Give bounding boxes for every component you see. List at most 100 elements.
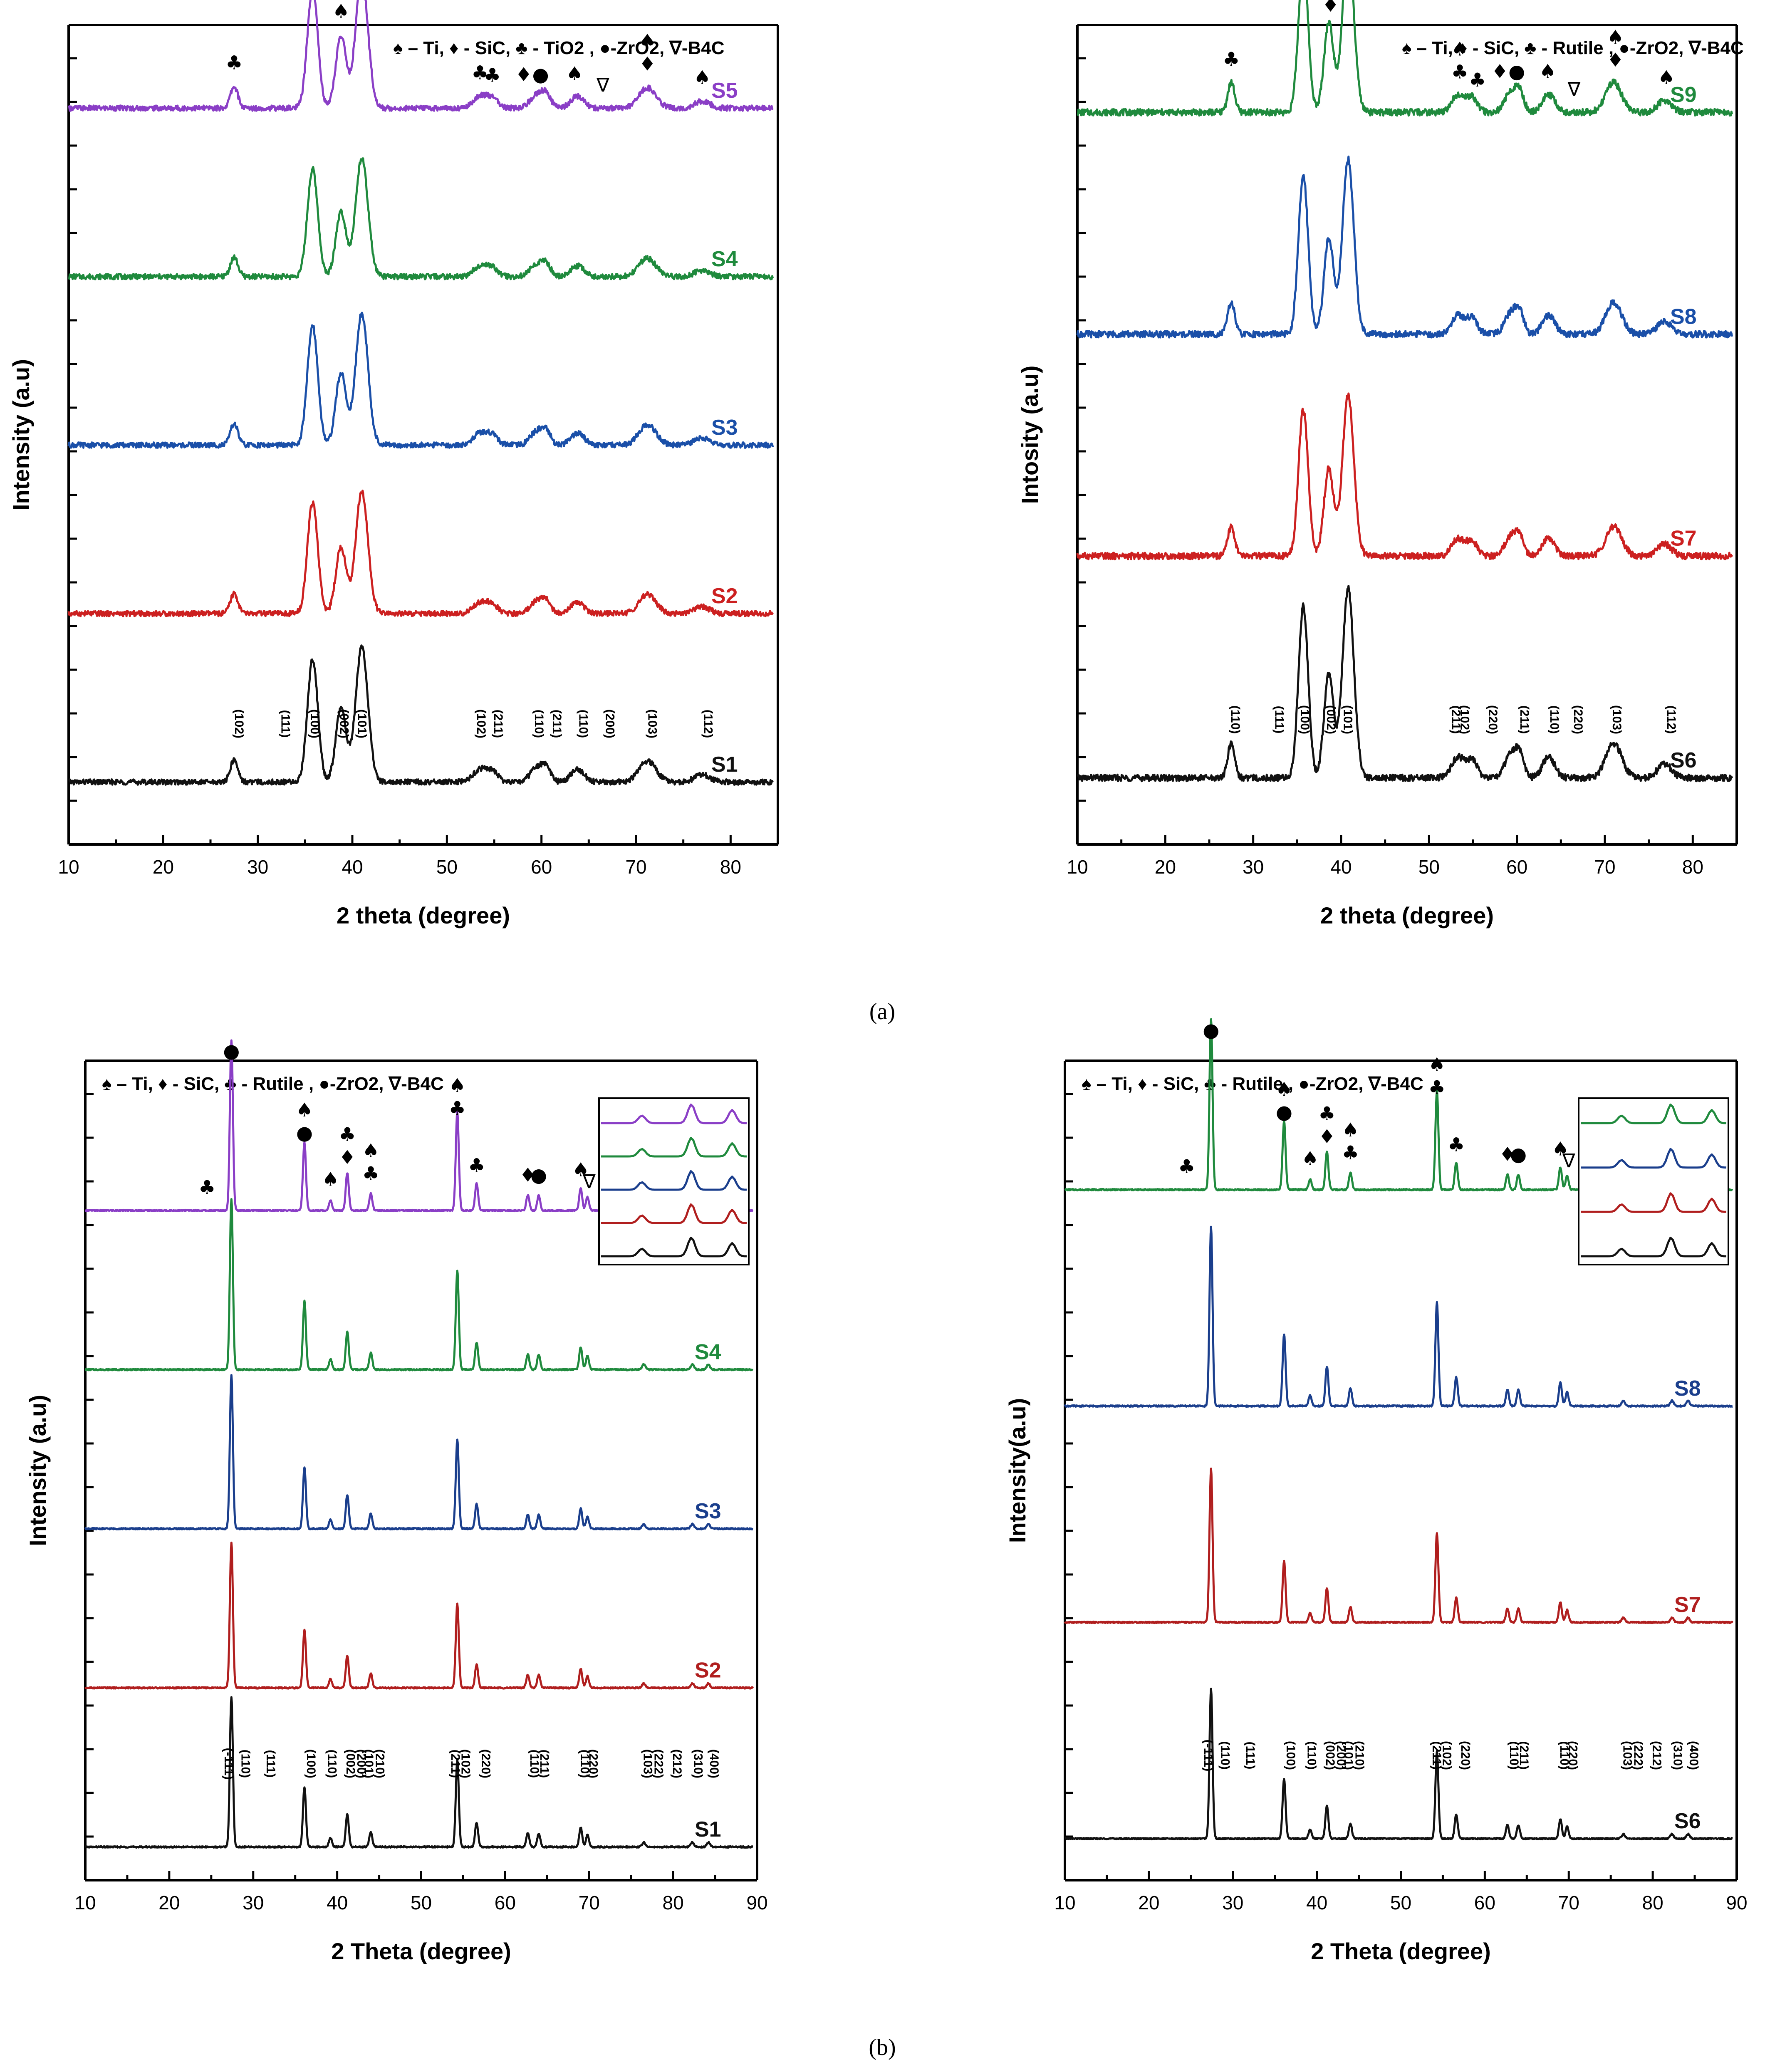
hkl-label: (310) [691, 1749, 705, 1778]
hkl-label: (100) [304, 1749, 318, 1778]
x-tick-label: 90 [1726, 1892, 1747, 1914]
phase-marker: ♦ [1318, 1125, 1335, 1148]
x-tick-label: 40 [342, 856, 363, 878]
phase-marker: ♠ [1275, 1078, 1292, 1100]
phase-marker: ♠ [362, 1139, 379, 1162]
x-tick-label: 50 [1418, 856, 1440, 878]
hkl-label: (112) [1664, 706, 1678, 734]
x-tick-label: 10 [58, 856, 79, 878]
hkl-label: (211) [537, 1750, 551, 1778]
series-line-s1 [84, 1696, 754, 1849]
x-tick-label: 10 [74, 1892, 96, 1914]
hkl-label: (102) [1458, 705, 1471, 734]
x-tick-label: 60 [1474, 1892, 1495, 1914]
phase-marker: ● [296, 1121, 313, 1144]
hkl-label: (210) [373, 1749, 386, 1778]
phase-marker: ∇ [1562, 1149, 1575, 1172]
hkl-label: (110) [1305, 1741, 1318, 1770]
chart-a-right: 10 20 30 40 50 60 70 80 2 theta (degree) Intosity… [1017, 0, 1744, 928]
hkl-label: (211) [550, 710, 564, 738]
y-axis-title: Intensity(a.u) [1004, 1398, 1030, 1543]
series-line-s7 [1064, 1468, 1734, 1624]
x-tick-label: 70 [1594, 856, 1615, 878]
phase-marker: ♣ [1428, 1076, 1446, 1099]
series-line-s8 [1064, 1225, 1733, 1408]
series-line-s8 [1076, 156, 1733, 339]
hkl-label: (220) [1458, 1741, 1472, 1770]
x-tick-label: 80 [663, 1892, 684, 1914]
phase-marker: ♠ [639, 30, 656, 52]
hkl-label: (200) [354, 1749, 368, 1778]
phase-marker: ♠ [322, 1168, 339, 1190]
hkl-label: (-111) [222, 1748, 235, 1780]
hkl-label: (220) [586, 1749, 600, 1778]
hkl-label: (222) [1631, 1741, 1645, 1770]
phase-marker: ♣ [339, 1123, 356, 1146]
hkl-label: (100) [308, 709, 322, 738]
legend: ♠ – Ti, ♦ - SiC, ♣ - Rutile , ●-ZrO2, ∇-… [1402, 38, 1744, 58]
phase-marker: ♦ [519, 1163, 536, 1186]
hkl-label: (210) [1352, 1741, 1366, 1770]
hkl-label: (212) [670, 1749, 684, 1778]
phase-marker: ∇ [1567, 78, 1581, 100]
series-label-s5: S5 [711, 79, 738, 103]
phase-marker: ● [530, 1163, 547, 1186]
y-axis-title: Intosity (a.u) [1017, 366, 1043, 504]
phase-marker: ♠ [566, 62, 583, 85]
inset-trace [1581, 1103, 1727, 1124]
x-tick-label: 30 [243, 1892, 264, 1914]
phase-marker: ♣ [225, 52, 243, 74]
hkl-label: (101) [355, 709, 369, 738]
x-tick-label: 20 [153, 856, 174, 878]
phase-marker: ∇ [582, 1170, 596, 1193]
series-label-s4: S4 [695, 1340, 721, 1364]
x-tick-label: 50 [411, 1892, 432, 1914]
series-line-s7 [1076, 392, 1733, 560]
hkl-label: (110) [1228, 706, 1242, 734]
phase-marker: ● [1203, 1019, 1219, 1041]
hkl-label: (110) [1547, 706, 1561, 734]
x-tick-label: 70 [625, 856, 646, 878]
phase-marker: ♣ [1448, 1134, 1465, 1156]
x-tick-label: 80 [1682, 856, 1703, 878]
hkl-label: (002) [1324, 705, 1338, 734]
x-tick-label: 10 [1054, 1892, 1075, 1914]
x-tick-label: 70 [579, 1892, 600, 1914]
x-tick-label: 40 [327, 1892, 348, 1914]
hkl-label: (200) [603, 709, 616, 738]
phase-marker: ♣ [1469, 69, 1486, 91]
phase-marker: ♠ [572, 1158, 589, 1181]
hkl-label: (211) [491, 710, 505, 738]
hkl-label: (222) [652, 1749, 666, 1778]
inset-box [598, 1097, 750, 1265]
series-label-s3: S3 [695, 1499, 721, 1523]
phase-marker: ♠ [332, 0, 349, 22]
phase-marker: ♣ [362, 1162, 379, 1185]
x-tick-label: 70 [1558, 1892, 1579, 1914]
hkl-label: (110) [238, 1750, 252, 1778]
hkl-label: (211) [1430, 1741, 1443, 1770]
phase-marker: ♦ [1607, 49, 1624, 71]
hkl-label: (110) [1507, 1741, 1521, 1770]
hkl-label: (110) [532, 710, 546, 738]
series-line-s6 [1064, 1688, 1733, 1841]
phase-marker: ● [223, 1040, 240, 1062]
hkl-label: (111) [279, 710, 292, 738]
x-tick-label: 60 [531, 856, 552, 878]
inset-trace [601, 1136, 747, 1158]
series-line-s4 [68, 157, 774, 280]
phase-marker: ♣ [1342, 1141, 1359, 1164]
y-axis-title: Intensity (a.u) [25, 1395, 51, 1546]
hkl-label: (002) [344, 1749, 357, 1778]
legend: ♠ – Ti, ♦ - SiC, ♣ - Rutile , ●-ZrO2, ∇-… [1082, 1074, 1423, 1094]
series-line-s4 [84, 1198, 754, 1371]
x-tick-label: 30 [1222, 1892, 1243, 1914]
series-label-s2: S2 [711, 584, 738, 608]
inset-trace [601, 1170, 747, 1191]
legend: ♠ – Ti, ♦ - SiC, ♣ - TiO2 , ●-ZrO2, ∇-B4… [393, 38, 725, 58]
hkl-label: (-111) [1201, 1740, 1215, 1772]
phase-marker: ♣ [484, 64, 501, 86]
phase-marker: ♠ [449, 1074, 466, 1097]
inset-trace [601, 1203, 747, 1224]
